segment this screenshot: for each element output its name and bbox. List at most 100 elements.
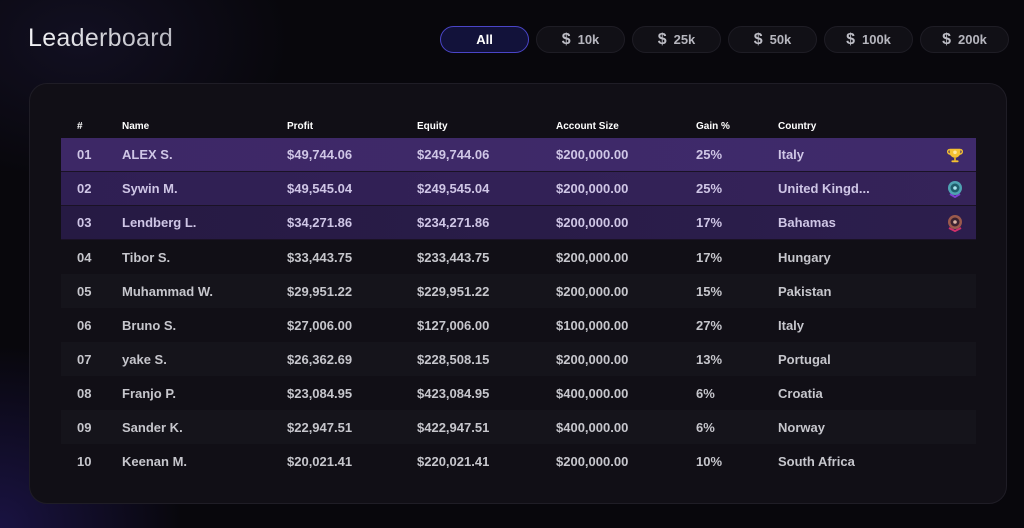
dollar-icon: $ bbox=[753, 30, 763, 48]
cell-account-size: $200,000.00 bbox=[556, 351, 629, 367]
cell-gain: 17% bbox=[696, 215, 723, 230]
cell-gain: 25% bbox=[696, 147, 723, 162]
cell-equity: $422,947.51 bbox=[417, 419, 490, 435]
cell-country: Hungary bbox=[778, 249, 831, 265]
cell-equity: $127,006.00 bbox=[417, 317, 490, 333]
silver-medal-icon bbox=[946, 180, 964, 198]
leaderboard-card: # Name Profit Equity Account Size Gain %… bbox=[29, 83, 1007, 504]
filter-label: All bbox=[476, 32, 493, 47]
cell-account-size: $400,000.00 bbox=[556, 419, 629, 435]
cell-profit: $49,744.06 bbox=[287, 147, 353, 162]
cell-rank: 04 bbox=[77, 249, 92, 265]
table-row[interactable]: 01 ALEX S. $49,744.06 $249,744.06 $200,0… bbox=[61, 138, 976, 172]
cell-equity: $249,744.06 bbox=[417, 147, 490, 162]
cell-name: Sywin M. bbox=[122, 181, 178, 196]
cell-equity: $229,951.22 bbox=[417, 283, 490, 299]
cell-account-size: $200,000.00 bbox=[556, 215, 629, 230]
dollar-icon: $ bbox=[846, 30, 855, 48]
column-header-gain: Gain % bbox=[696, 120, 730, 132]
table-row[interactable]: 04 Tibor S. $33,443.75 $233,443.75 $200,… bbox=[61, 240, 976, 274]
cell-profit: $49,545.04 bbox=[287, 181, 353, 196]
table-row[interactable]: 08 Franjo P. $23,084.95 $423,084.95 $400… bbox=[61, 376, 976, 410]
cell-gain: 10% bbox=[696, 453, 723, 469]
cell-account-size: $200,000.00 bbox=[556, 147, 629, 162]
cell-profit: $29,951.22 bbox=[287, 283, 353, 299]
table-row[interactable]: 07 yake S. $26,362.69 $228,508.15 $200,0… bbox=[61, 342, 976, 376]
bronze-medal-icon bbox=[946, 214, 964, 232]
cell-account-size: $400,000.00 bbox=[556, 385, 629, 401]
filter-label: 200k bbox=[957, 32, 987, 47]
filter-25k-button[interactable]: $ 25k bbox=[632, 26, 721, 53]
cell-gain: 6% bbox=[696, 419, 715, 435]
page-title: Leaderboard bbox=[28, 24, 174, 52]
table-row[interactable]: 05 Muhammad W. $29,951.22 $229,951.22 $2… bbox=[61, 274, 976, 308]
cell-name: Franjo P. bbox=[122, 385, 176, 401]
cell-name: Muhammad W. bbox=[122, 283, 214, 299]
cell-country: South Africa bbox=[778, 453, 855, 469]
cell-name: Sander K. bbox=[122, 419, 183, 435]
column-header-country: Country bbox=[778, 120, 817, 132]
cell-equity: $249,545.04 bbox=[417, 181, 490, 196]
cell-equity: $423,084.95 bbox=[417, 385, 490, 401]
cell-gain: 27% bbox=[696, 317, 723, 333]
dollar-icon: $ bbox=[942, 30, 951, 48]
cell-rank: 06 bbox=[77, 317, 92, 333]
cell-name: Lendberg L. bbox=[122, 215, 197, 230]
cell-equity: $234,271.86 bbox=[417, 215, 490, 230]
cell-equity: $220,021.41 bbox=[417, 453, 490, 469]
column-header-name: Name bbox=[122, 120, 150, 132]
cell-account-size: $200,000.00 bbox=[556, 249, 629, 265]
column-header-rank: # bbox=[77, 120, 83, 132]
cell-country: Italy bbox=[778, 147, 805, 162]
filter-label: 10k bbox=[577, 32, 600, 47]
filter-10k-button[interactable]: $ 10k bbox=[536, 26, 625, 53]
cell-country: Croatia bbox=[778, 385, 823, 401]
table-row[interactable]: 06 Bruno S. $27,006.00 $127,006.00 $100,… bbox=[61, 308, 976, 342]
table-row[interactable]: 02 Sywin M. $49,545.04 $249,545.04 $200,… bbox=[61, 172, 976, 206]
cell-country: Bahamas bbox=[778, 215, 836, 230]
cell-profit: $34,271.86 bbox=[287, 215, 353, 230]
cell-country: Italy bbox=[778, 317, 805, 333]
cell-gain: 17% bbox=[696, 249, 723, 265]
leaderboard-table: # Name Profit Equity Account Size Gain %… bbox=[61, 114, 976, 478]
cell-profit: $27,006.00 bbox=[287, 317, 353, 333]
cell-profit: $23,084.95 bbox=[287, 385, 353, 401]
column-header-profit: Profit bbox=[287, 120, 314, 132]
cell-rank: 09 bbox=[77, 419, 92, 435]
cell-country: Norway bbox=[778, 419, 825, 435]
column-header-equity: Equity bbox=[417, 120, 448, 132]
column-header-account-size: Account Size bbox=[556, 120, 619, 132]
table-row[interactable]: 03 Lendberg L. $34,271.86 $234,271.86 $2… bbox=[61, 206, 976, 240]
cell-profit: $26,362.69 bbox=[287, 351, 353, 367]
cell-account-size: $200,000.00 bbox=[556, 181, 629, 196]
cell-name: Tibor S. bbox=[122, 249, 171, 265]
cell-name: yake S. bbox=[122, 351, 167, 367]
filter-100k-button[interactable]: $ 100k bbox=[824, 26, 913, 53]
cell-gain: 25% bbox=[696, 181, 723, 196]
cell-account-size: $200,000.00 bbox=[556, 283, 629, 299]
cell-country: Pakistan bbox=[778, 283, 832, 299]
cell-gain: 13% bbox=[696, 351, 723, 367]
cell-gain: 15% bbox=[696, 283, 723, 299]
filter-50k-button[interactable]: $ 50k bbox=[728, 26, 817, 53]
dollar-icon: $ bbox=[561, 30, 571, 48]
cell-country: Portugal bbox=[778, 351, 831, 367]
filter-label: 100k bbox=[861, 32, 891, 47]
cell-rank: 05 bbox=[77, 283, 92, 299]
table-header: # Name Profit Equity Account Size Gain %… bbox=[61, 114, 976, 138]
filter-200k-button[interactable]: $ 200k bbox=[920, 26, 1009, 53]
dollar-icon: $ bbox=[657, 30, 667, 48]
filter-label: 50k bbox=[769, 32, 792, 47]
cell-country: United Kingd... bbox=[778, 181, 870, 196]
cell-equity: $228,508.15 bbox=[417, 351, 490, 367]
cell-rank: 10 bbox=[77, 453, 92, 469]
cell-rank: 02 bbox=[77, 181, 92, 196]
table-row[interactable]: 09 Sander K. $22,947.51 $422,947.51 $400… bbox=[61, 410, 976, 444]
table-row[interactable]: 10 Keenan M. $20,021.41 $220,021.41 $200… bbox=[61, 444, 976, 478]
cell-profit: $22,947.51 bbox=[287, 419, 353, 435]
cell-profit: $20,021.41 bbox=[287, 453, 353, 469]
cell-rank: 01 bbox=[77, 147, 92, 162]
account-size-filters: All $ 10k $ 25k $ 50k $ 100k $ 200k bbox=[440, 26, 1009, 53]
cell-account-size: $200,000.00 bbox=[556, 453, 629, 469]
filter-all-button[interactable]: All bbox=[440, 26, 529, 53]
